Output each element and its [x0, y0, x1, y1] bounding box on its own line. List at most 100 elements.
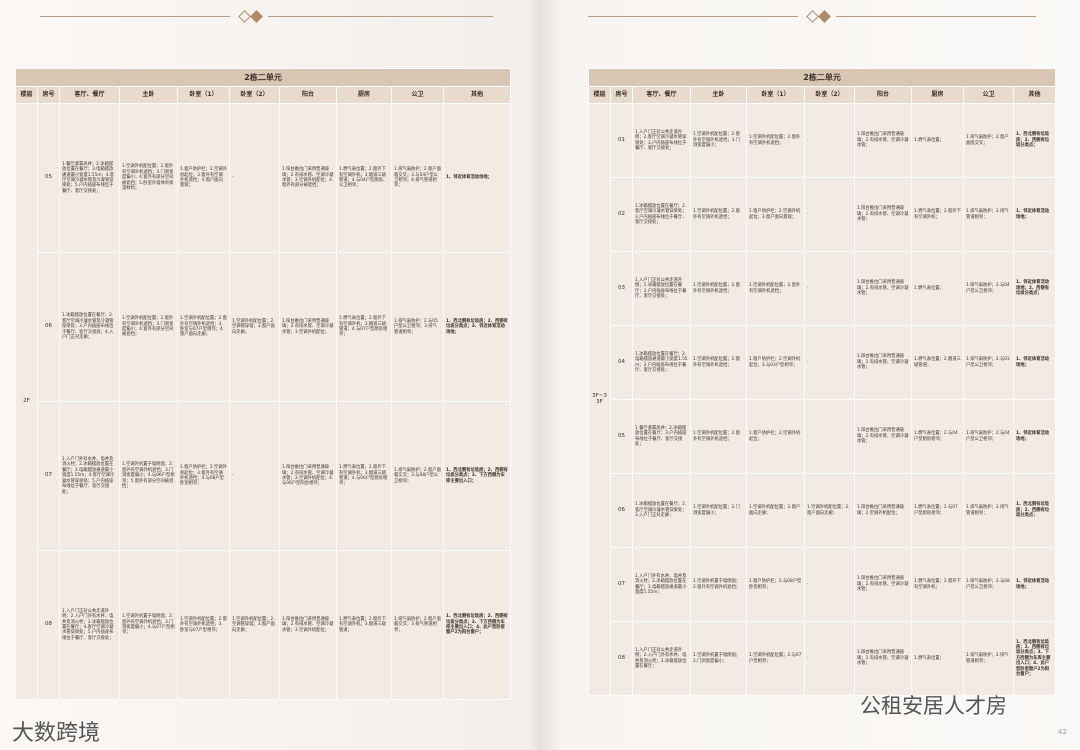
data-row: 07 1.入户门外有水井、电井及消火栓；2.冰箱摆放位置在餐厅；3.电箱摆放通道最… [16, 401, 512, 551]
cell: 1.排气扇防护；2.与04户型公卫相邻； [963, 251, 1014, 326]
cell: 1.窗户防护栏；2.与08户型卧室相邻； [746, 547, 805, 622]
cell: 1.空调外机配位置；2.窗外有空调外机遮挡； [690, 399, 747, 474]
cell: 1.空调外机配位置；2.窗户面向走廊； [746, 473, 805, 548]
page-number: 42 [1058, 728, 1067, 736]
cell: 1.入户门外有水井、电井及消火栓；2.冰箱摆放位置在餐厅；3.电箱摆放通道最小宽… [632, 547, 691, 622]
cell: 1.排气扇防护；2.排气管道相邻； [963, 177, 1014, 252]
cell: 1.空调外机配位置；2.窗外有空调外机遮挡；3.门洞宽度偏小；4.窗外有部分空间… [119, 252, 178, 402]
cell: 1、邻近体育活动场地； [1012, 325, 1057, 400]
cell: 1、邻近体育活动场地； [1012, 547, 1057, 622]
cell: 1、西北侧有垃圾房；2、西侧有垃圾分类点； [1012, 473, 1057, 548]
cell: 1.空调外机配位置；2.窗户面向走廊； [804, 473, 855, 548]
decor-diamond [806, 10, 819, 23]
title-row: 2栋二单元 [587, 68, 1057, 87]
decor-diamond [818, 10, 831, 23]
cell: 1.阳台推拉门采用普通玻璃；2.有排水管、空调冷凝水管；3.空调外机配位；4.与… [279, 401, 337, 551]
cell: 1.阳台推拉门采用普通玻璃；2.有排水管、空调冷凝水管； [854, 325, 912, 400]
cell: 1.窗户防护栏；2.空调外机起位；3.窗外有空调外机遮挡；4.与08户型卧室相邻… [177, 401, 230, 551]
cell: 1.餐厅紧靠风井；2.冰箱摆放位置在餐厅；3.户内插座布线位于餐厅、客厅交接处； [632, 399, 691, 474]
room-cell: 05 [610, 399, 633, 474]
cell: 1.窗户防护栏；2.空调外机起位； [746, 399, 805, 474]
cell: 1.阳台推拉门采用普通玻璃；2.有排水管、空调冷凝水管；3.空调外机配位；4.窗… [279, 103, 337, 253]
room-cell: 07 [610, 547, 633, 622]
decor-line [836, 16, 1036, 17]
cell: 1.排气扇防护；2.与08户型公卫相邻； [963, 547, 1014, 622]
room-cell: 07 [37, 401, 60, 551]
data-row: 06 1.冰箱摆放位置在餐厅；2.客厅空调冷凝水管及冷凝管穿梁处；3.户内插座布线… [16, 252, 512, 402]
cell: 1.空调外机配位置；2.窗外有空调外机遮挡；3.卧室与07户型相邻； [177, 550, 230, 700]
data-row: 06 1.冰箱摆放位置在餐厅；2.客厅空调冷凝水管穿梁处；3.入户门正对走廊； 1.… [589, 473, 1057, 548]
cell: 1.阳台推拉门采用普通玻璃；2.空调外机配位； [854, 473, 912, 548]
cell: 1.排气扇防护；2.排气管道相邻； [963, 621, 1014, 696]
room-cell: 04 [610, 325, 633, 400]
cell: 1、西北侧有垃圾房；2、西侧有垃圾分类点；3、下方西侧为车库主要出入口；4、此户… [442, 550, 512, 700]
cell: 1.窗户防护栏；2.空调外机起位；3.窗外有空调外机遮挡；4.窗户面向景观； [177, 103, 230, 253]
decor-line [40, 16, 230, 17]
room-cell: 03 [610, 251, 633, 326]
cell: 1.燃气表位置；2.与04户型厨房相邻； [911, 399, 964, 474]
table: 2栋二单元 楼层 房号 客厅、餐厅 主卧 卧室（1） 卧室（2） 阳台 厨房 公卫 其他 3F~33F… [587, 68, 1057, 696]
room-cell: 02 [610, 177, 633, 252]
cell: - [229, 103, 280, 253]
cell: 1.空调外机配位置；2.窗外有空调外机遮挡； [746, 103, 805, 178]
cell: 1、邻近体育活动场地； [442, 103, 512, 253]
cell: 1、西北侧有垃圾房；2、西侧有垃圾分类点；3、下方西侧为车库主要出入口； [442, 401, 512, 551]
cell: 1.阳台推拉门采用普通玻璃；2.有排水管、空调冷凝水管； [854, 621, 912, 696]
cell: 1、西北侧有垃圾房；2、西侧有垃圾分类点； [1012, 103, 1057, 178]
cell: 1.排气扇防护；2.排气管道相邻； [963, 473, 1014, 548]
data-row: 07 1.入户门外有水井、电井及消火栓；2.冰箱摆放位置在餐厅；3.电箱摆放通道最… [589, 547, 1057, 622]
column-header: 公卫 [391, 86, 444, 104]
cell: 1.空调外机配位置；2.窗外有空调外机遮挡； [746, 251, 805, 326]
cell: 1.空调外机置于墙侧面；2.门洞宽度偏小； [690, 621, 747, 696]
column-header: 厨房 [911, 86, 964, 104]
cell: - [804, 399, 855, 474]
decor-line [588, 16, 798, 17]
cell: 1.阳台推拉门采用普通玻璃；2.有排水管、空调冷凝水管； [854, 177, 912, 252]
cell: 1.入户门正对公共走道外侧；2.入户门外有水井、电井及消火栓；3.冰箱摆放位置在… [632, 621, 691, 696]
cell: 1.空调外机配位置；2.空调管穿墙；3.窗户面向走廊； [229, 252, 280, 402]
cell: 1.空调外机置于墙侧面；2.窗外有空调外机遮挡；3.门洞宽度偏小；4.与06户型… [119, 401, 178, 551]
cell: 1.燃气表位置；2.窗外下有空调外机；3.烟道三级管道；4.与04户型厨房、公卫… [336, 103, 392, 253]
column-header: 房号 [610, 86, 633, 104]
cell: 1.燃气表位置； [911, 103, 964, 178]
cell: 1.餐厅紧靠风井；2.冰箱摆放位置在餐厅；3.电箱摆放通道最小宽度1.55m；4… [59, 103, 120, 253]
cell: 1.空调外机配位置；2.窗外有空调外机遮挡；3.卧室与07户型相邻；4.窗户面向… [177, 252, 230, 402]
cell: 1.排气扇防护；2.与04户型公卫相邻； [963, 399, 1014, 474]
column-header: 房号 [37, 86, 60, 104]
cell: 1.空调外机配位置；2.与07户型相邻； [746, 621, 805, 696]
cell: 1.窗户防护栏；2.空调外机起位；3.与03户型相邻； [746, 325, 805, 400]
data-row: 04 1.冰箱摆放位置在餐厅；2.电箱摆放通道最小宽度1.55m；3.户内插座布线… [589, 325, 1057, 400]
column-header: 公卫 [963, 86, 1014, 104]
room-cell: 01 [610, 103, 633, 178]
cell: 1.窗户防护栏；2.空调外机起位；3.窗户面向景观； [746, 177, 805, 252]
cell: 1.燃气表位置；2.窗外下有空调外机； [911, 177, 964, 252]
cell: 1.排气扇防护；2.与03户型公卫相邻； [963, 325, 1014, 400]
header-row: 楼层 房号 客厅、餐厅 主卧 卧室（1） 卧室（2） 阳台 厨房 公卫 其他 [588, 86, 1057, 104]
cell: 1、邻近体育活动场地； [1012, 177, 1057, 252]
cell: 1.阳台推拉门采用普通玻璃；2.有排水管、空调冷凝水管； [854, 547, 912, 622]
cell: 1.阳台推拉门采用普通玻璃；2.有排水管、空调冷凝水管； [854, 103, 912, 178]
cell: 1.阳台推拉门采用普通玻璃；2.有排水管、空调冷凝水管； [854, 399, 912, 474]
cell: 1.燃气表位置；2.烟道三级管道； [911, 325, 964, 400]
floor-cell: 2F [15, 103, 38, 700]
cell: 1.阳台推拉门采用普通玻璃；2.有排水管、空调冷凝水管；3.空调外机配位； [279, 550, 337, 700]
room-cell: 06 [610, 473, 633, 548]
cell: - [804, 103, 855, 178]
cell: 1.入户门正对公共走道外侧；2.入户门外有水井、电井及消火栓；3.冰箱摆放位置在… [59, 550, 120, 700]
cell: 1.空调外机配位置；2.窗外有空调外机遮挡； [690, 325, 747, 400]
decor-line [268, 16, 493, 17]
column-header: 其他 [1012, 86, 1057, 104]
header-row: 楼层 房号 客厅、餐厅 主卧 卧室（1） 卧室（2） 阳台 厨房 公卫 其他 [15, 86, 512, 104]
column-header: 卧室（1） [746, 86, 805, 104]
data-row: 05 1.餐厅紧靠风井；2.冰箱摆放位置在餐厅；3.户内插座布线位于餐厅、客厅交接… [589, 399, 1057, 474]
cell: 1.排气扇防护；2.窗户面临交叉；3.排气管道相邻； [391, 550, 444, 700]
column-header: 阳台 [854, 86, 912, 104]
cell: 1.排气扇防护；2.窗户面临交叉； [963, 103, 1014, 178]
column-header: 客厅、餐厅 [59, 86, 120, 104]
cell: 1.入户门正对公共走道外侧；2.冰箱摆放位置在餐厅；3.户内插座布线位于餐厅、客… [632, 251, 691, 326]
data-row: 08 1.入户门正对公共走道外侧；2.入户门外有水井、电井及消火栓；3.冰箱摆放位… [16, 550, 512, 700]
data-row: 2F 05 1.餐厅紧靠风井；2.冰箱摆放位置在餐厅；3.电箱摆放通道最小宽度1.5… [15, 103, 512, 700]
column-header: 卧室（2） [804, 86, 855, 104]
table: 2栋二单元 楼层 房号 客厅、餐厅 主卧 卧室（1） 卧室（2） 阳台 厨房 公卫 其他 2F 05 1.… [14, 68, 512, 700]
cell: 1.燃气表位置；2.窗外下有空调外机；3.烟道三级管道； [336, 550, 392, 700]
